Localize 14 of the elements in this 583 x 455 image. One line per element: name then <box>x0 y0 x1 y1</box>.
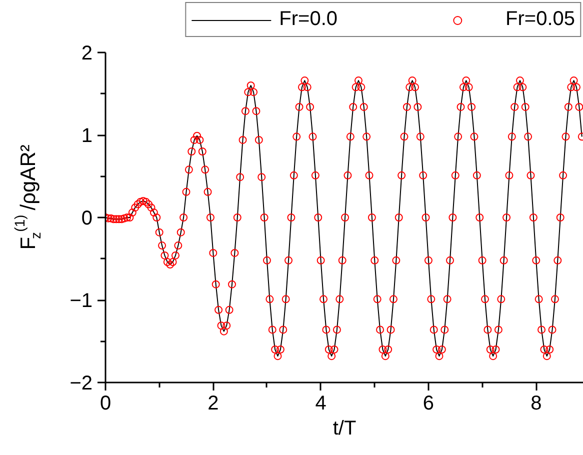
x-tick-label: 8 <box>530 392 542 414</box>
y-tick-label: 1 <box>81 125 92 147</box>
y-tick-label: 2 <box>81 42 92 64</box>
x-tick-label: 0 <box>100 392 112 414</box>
y-tick-label: −1 <box>70 290 93 312</box>
legend-label: Fr=0.05 <box>506 8 575 31</box>
x-axis-title: t/T <box>332 418 356 440</box>
y-axis-title: Fz(1)/ρgAR² <box>12 144 44 250</box>
x-tick-label: 2 <box>208 392 219 414</box>
y-tick-label: −2 <box>70 372 93 394</box>
x-tick-label: 4 <box>315 392 326 414</box>
x-tick-label: 6 <box>422 392 434 414</box>
y-tick-label: 0 <box>81 208 92 230</box>
legend-label: Fr=0.0 <box>279 8 338 31</box>
